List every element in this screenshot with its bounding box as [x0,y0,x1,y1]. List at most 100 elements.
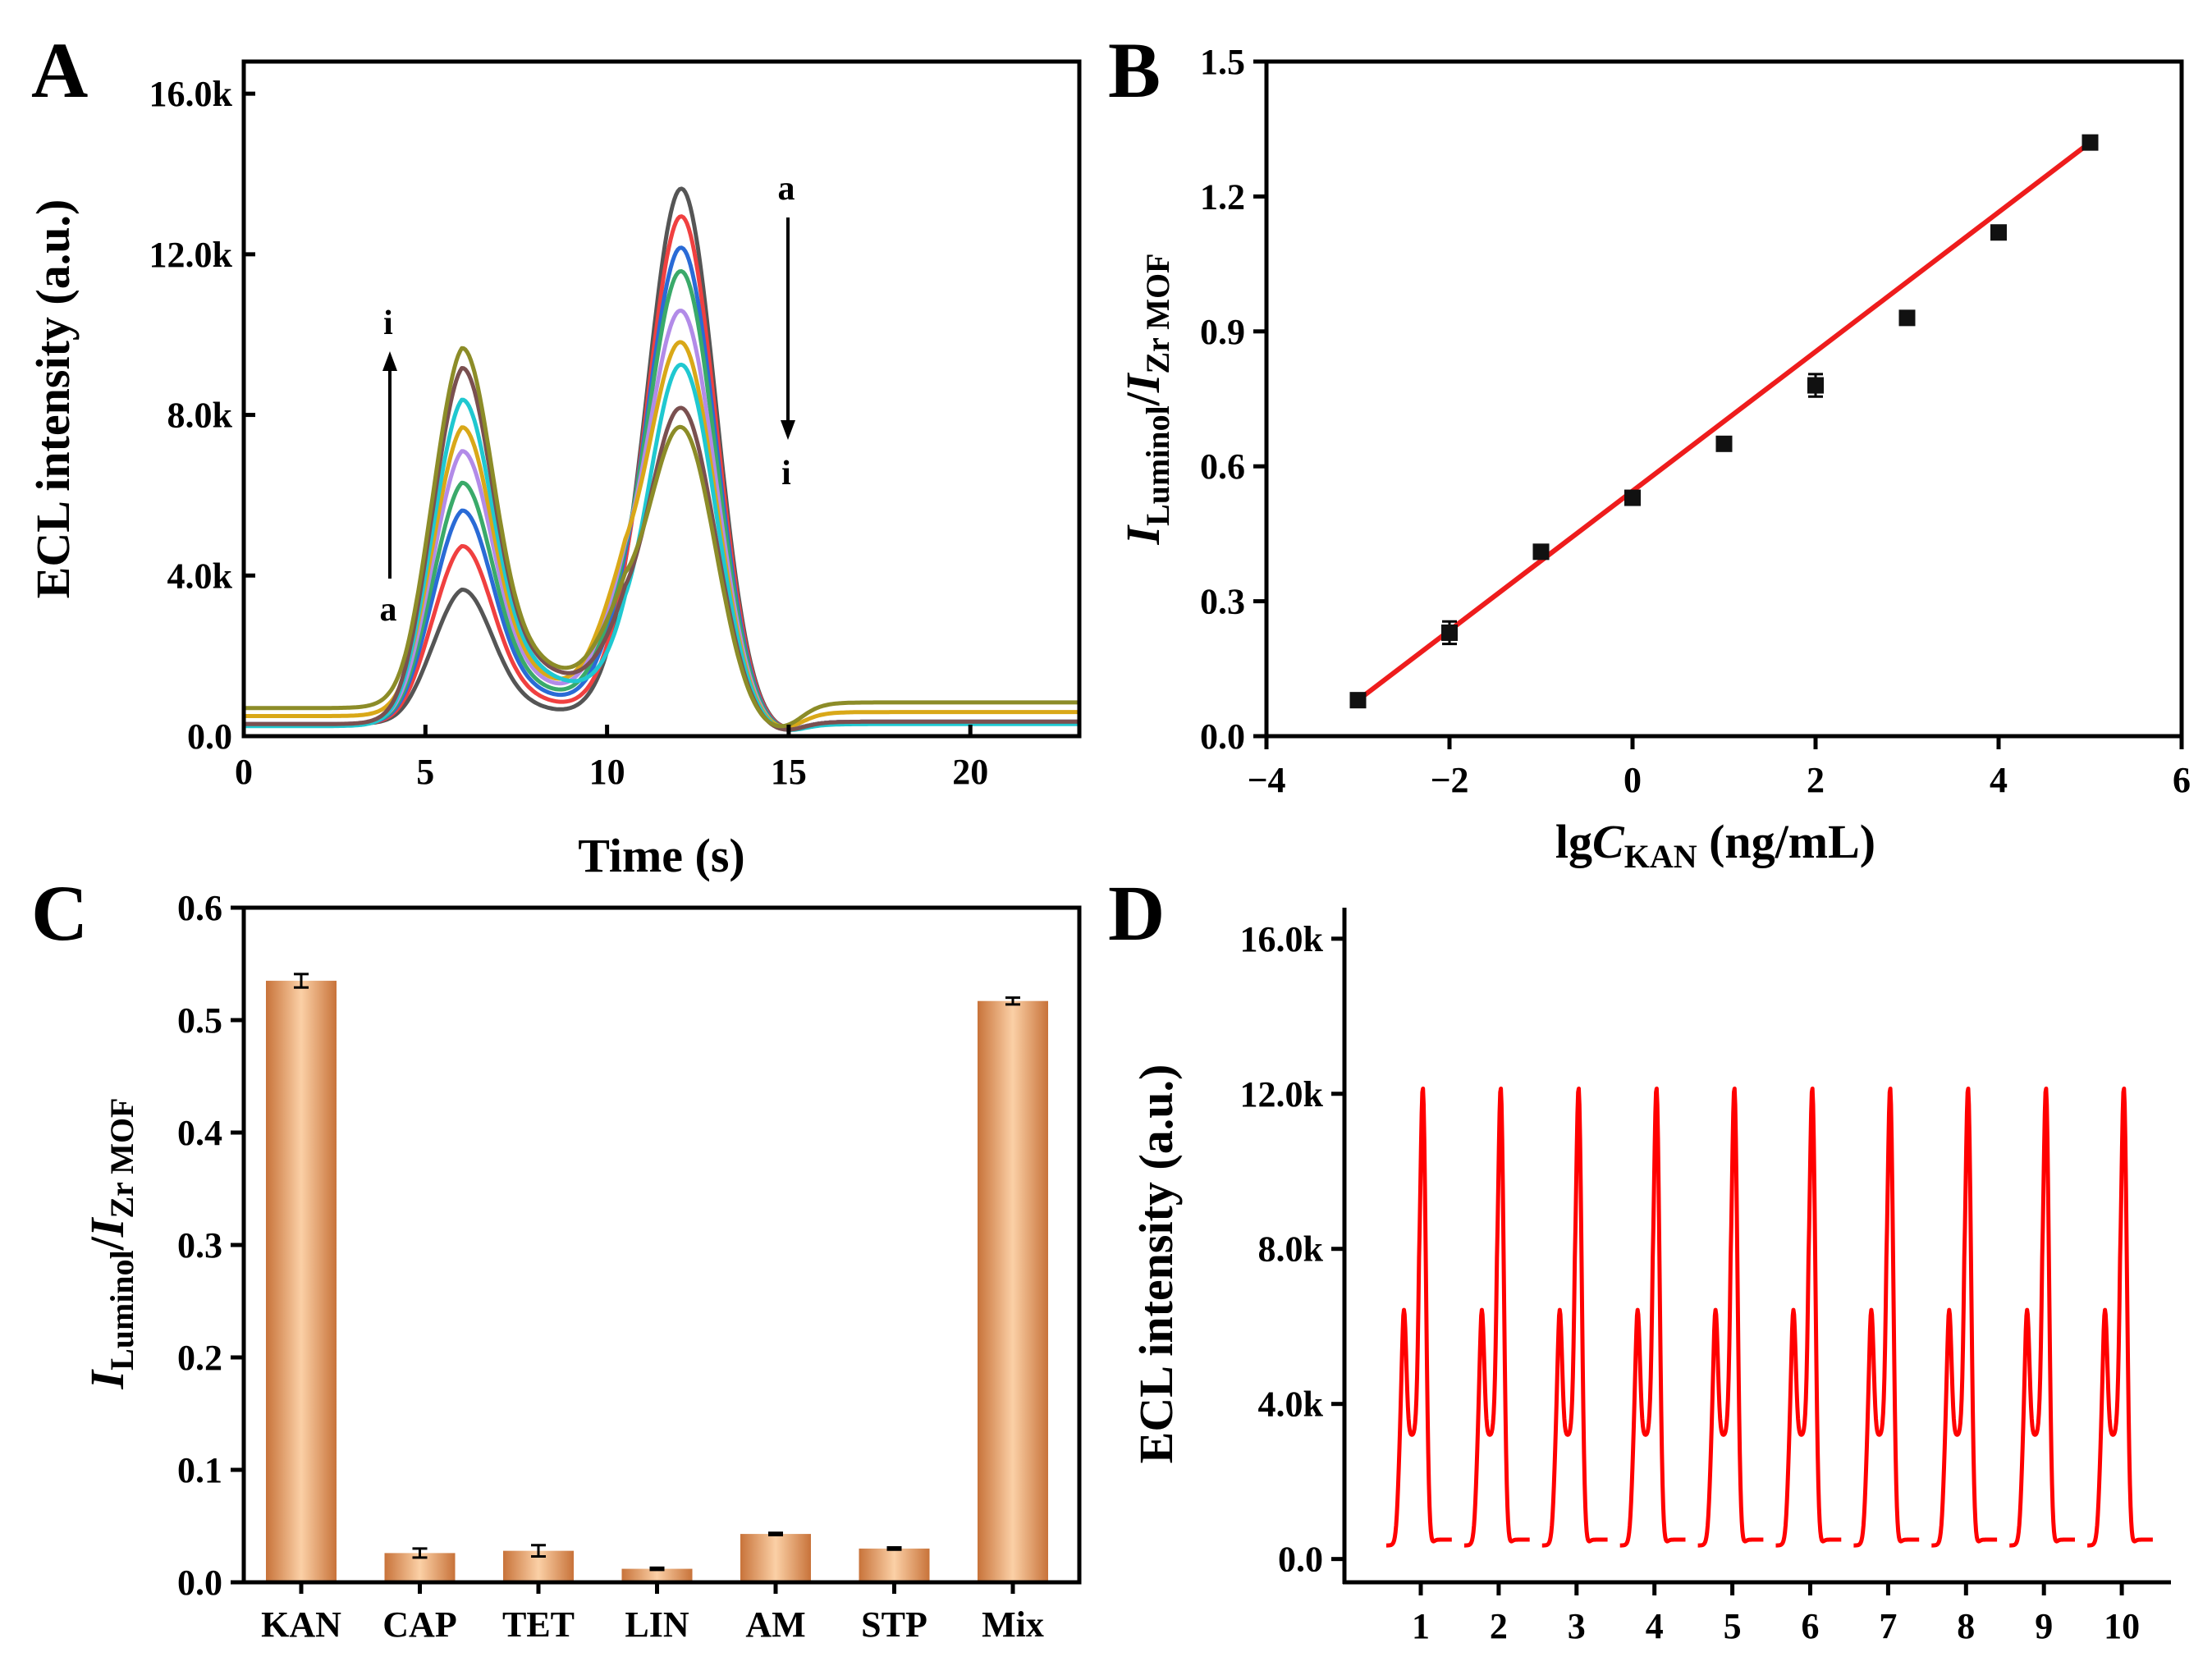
bar-mix [978,1000,1048,1582]
panel-d-x-ticks: 1 2 3 4 5 6 7 8 9 10 [1412,1582,2140,1646]
annotation-right-bottom: i [781,455,791,492]
y-tick-label: 12.0k [149,235,233,275]
y-label-sub1: Luminol [1139,405,1176,526]
y-tick-label: 0.0 [187,716,232,757]
cycle-7-line [1852,1087,1921,1548]
panel-c-y-ticks: 0.0 0.1 0.2 0.3 0.4 0.5 0.6 [177,888,244,1603]
x-tick-label: 0 [235,752,253,792]
series-g-line [243,362,1080,732]
panel-d-y-ticks: 0.0 4.0k 8.0k 12.0k 16.0k [1240,919,1344,1580]
y-label-sub2: Zr MOF [1139,253,1176,373]
y-tick-label: 16.0k [1240,919,1324,959]
y-tick-label: 0.6 [1200,446,1245,487]
data-point [1807,377,1824,394]
x-tick-label: 6 [1802,1606,1820,1646]
x-tick-label: 10 [589,752,625,792]
x-category-label: Mix [982,1604,1044,1645]
x-tick-label: −2 [1430,760,1468,800]
x-tick-label: 1 [1412,1606,1430,1646]
series-e-line [243,309,1080,731]
panel-b-frame [1264,59,2184,739]
panel-b-y-ticks: 0.0 0.3 0.6 0.9 1.2 1.5 [1200,42,1266,757]
panel-a-x-ticks: 0 5 10 15 20 [235,725,988,792]
panel-a-curves [243,186,1080,732]
y-label-i1: I [1116,524,1170,546]
panel-a: A 0 5 10 15 20 0.0 4.0k 8.0k 12.0k 16.0k Time (s… [26,26,1082,882]
series-f-line [243,340,1080,730]
x-tick-label: 3 [1568,1606,1586,1646]
arrow-up-head [382,351,397,371]
panel-d: D 0.0 4.0k 8.0k 12.0k 16.0k 1 2 3 4 5 6 7 8 9 10 ECL … [1108,869,2171,1646]
panel-b-plot [1349,134,2099,709]
y-tick-label: 0.6 [177,888,222,928]
x-tick-label: 9 [2035,1606,2053,1646]
x-category-label: CAP [382,1604,456,1645]
y-tick-label: 0.1 [177,1450,222,1490]
data-point [2081,134,2099,151]
y-label-i2: I [1116,372,1170,393]
cycle-5-line [1696,1087,1765,1548]
data-point [1990,224,2007,241]
bar-am [740,1534,811,1582]
panel-c-frame [241,905,1082,1585]
x-category-label: KAN [261,1604,341,1645]
x-tick-label: 2 [1490,1606,1508,1646]
x-category-label: TET [502,1604,575,1645]
data-point [1349,692,1367,709]
data-point [1532,543,1550,561]
cycle-9-line [2008,1087,2077,1548]
cycle-6-line [1774,1087,1843,1548]
fit-line [1356,140,2092,703]
y-tick-label: 1.5 [1200,42,1245,82]
y-tick-label: 0.0 [177,1563,222,1603]
cycle-8-line [1930,1087,1999,1548]
series-c-line [243,245,1080,731]
c-y-label-sub1: Luminol [103,1250,140,1371]
x-tick-label: 2 [1807,760,1825,800]
y-tick-label: 0.2 [177,1338,222,1378]
arrow-down-head [781,420,795,440]
bar-kan [266,981,337,1582]
x-label-unit: (ng/mL) [1697,815,1876,868]
panel-b-x-label: lgCKAN (ng/mL) [1555,815,1875,875]
panel-d-y-label: ECL intensity (a.u.) [1129,1064,1183,1464]
panel-label-d: D [1108,869,1165,957]
y-tick-label: 8.0k [167,396,233,436]
x-category-label: LIN [625,1604,689,1645]
panel-a-y-label: ECL intensity (a.u.) [26,199,80,599]
panel-label-c: C [31,869,88,957]
x-tick-label: 8 [1957,1606,1975,1646]
annotation-left-top: i [383,304,393,342]
y-tick-label: 0.3 [1200,582,1245,622]
annotation-right-top: a [778,170,795,208]
x-tick-label: 5 [416,752,434,792]
y-tick-label: 4.0k [167,556,233,596]
bar-lin [621,1568,693,1582]
c-y-label-i1: I [80,1369,134,1390]
x-tick-label: 4 [1646,1606,1664,1646]
x-label-variable: C [1592,815,1625,868]
panel-a-y-ticks: 0.0 4.0k 8.0k 12.0k 16.0k [149,74,255,757]
x-tick-label: 0 [1624,760,1642,800]
y-tick-label: 0.4 [177,1113,222,1153]
y-tick-label: 0.0 [1278,1540,1323,1580]
panel-a-frame [241,59,1082,739]
y-tick-label: 0.3 [177,1225,222,1266]
data-point [1624,489,1641,506]
panel-a-x-label: Time (s) [578,829,745,882]
panel-b-x-ticks: −4 −2 0 2 4 6 [1247,736,2191,800]
y-tick-label: 1.2 [1200,176,1245,217]
cycle-10-line [2086,1087,2155,1548]
y-tick-label: 8.0k [1258,1229,1324,1270]
c-y-label-sub2: Zr MOF [103,1097,140,1218]
y-label-slash: / [1116,391,1170,406]
y-tick-label: 4.0k [1258,1385,1324,1425]
annotation-left-bottom: a [380,591,397,629]
bar-stp [859,1548,930,1582]
c-y-label-i2: I [80,1216,134,1238]
data-point [1715,435,1733,452]
y-tick-label: 16.0k [149,74,233,114]
x-tick-label: 10 [2104,1606,2140,1646]
panel-c-y-label: ILuminol/IZr MOF [80,1097,140,1389]
